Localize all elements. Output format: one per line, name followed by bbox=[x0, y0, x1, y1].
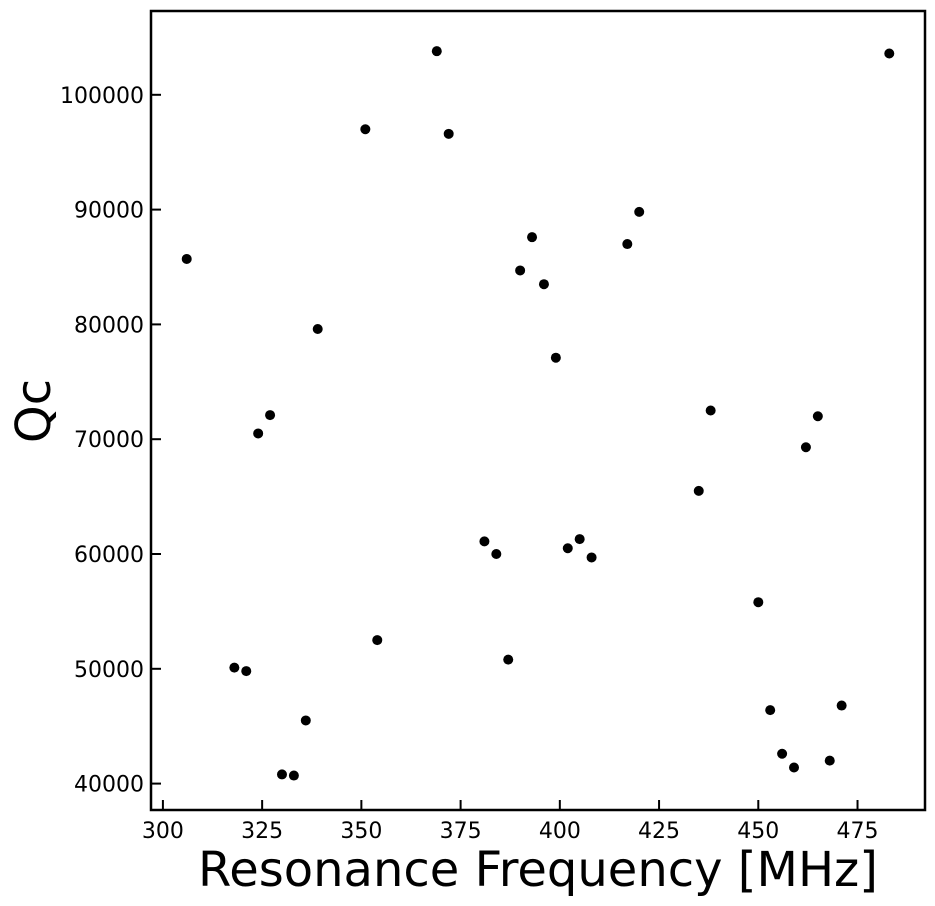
data-point bbox=[360, 124, 371, 135]
data-point bbox=[241, 666, 252, 677]
data-point bbox=[884, 48, 895, 59]
data-point bbox=[824, 755, 835, 766]
data-point bbox=[836, 700, 847, 711]
data-point bbox=[705, 405, 716, 416]
y-axis-ticks: 40000 50000 60000 70000 80000 90000 100000 bbox=[60, 84, 161, 798]
data-point bbox=[800, 442, 811, 453]
y-tick-label: 40000 bbox=[74, 773, 144, 798]
data-point bbox=[515, 265, 526, 276]
data-point bbox=[527, 232, 538, 243]
y-tick-label: 80000 bbox=[74, 313, 144, 338]
x-axis-ticks: 300 325 350 375 400 425 450 475 bbox=[142, 800, 879, 844]
y-tick-label: 60000 bbox=[74, 543, 144, 568]
data-point bbox=[229, 662, 240, 673]
data-point bbox=[538, 279, 549, 290]
data-point bbox=[574, 534, 585, 545]
y-tick-label: 100000 bbox=[60, 84, 144, 109]
x-tick-label: 400 bbox=[539, 819, 581, 844]
data-point bbox=[253, 428, 264, 439]
data-point bbox=[288, 770, 299, 781]
data-point bbox=[503, 654, 514, 665]
data-point bbox=[276, 769, 287, 780]
y-tick-label: 70000 bbox=[74, 428, 144, 453]
x-tick-label: 350 bbox=[340, 819, 382, 844]
y-axis-label: Qc bbox=[6, 379, 62, 443]
data-point bbox=[181, 253, 192, 264]
data-point bbox=[789, 762, 800, 773]
data-point bbox=[693, 485, 704, 496]
plot-frame bbox=[149, 9, 927, 812]
data-point bbox=[586, 552, 597, 563]
x-tick-label: 425 bbox=[638, 819, 680, 844]
x-tick-label: 450 bbox=[737, 819, 779, 844]
x-tick-label: 325 bbox=[241, 819, 283, 844]
x-tick-label: 475 bbox=[837, 819, 879, 844]
y-tick-label: 90000 bbox=[74, 199, 144, 224]
data-points bbox=[181, 46, 895, 781]
y-tick-label: 50000 bbox=[74, 658, 144, 683]
data-point bbox=[265, 410, 276, 421]
data-point bbox=[765, 705, 776, 716]
x-tick-label: 300 bbox=[142, 819, 184, 844]
data-point bbox=[443, 128, 454, 139]
data-point bbox=[491, 548, 502, 559]
data-point bbox=[550, 352, 561, 363]
data-point bbox=[777, 748, 788, 759]
data-point bbox=[479, 536, 490, 547]
data-point bbox=[372, 635, 383, 646]
data-point bbox=[622, 239, 633, 250]
data-point bbox=[312, 323, 323, 334]
plot-area: 300 325 350 375 400 425 450 475 40000 50000 60000… bbox=[60, 9, 927, 844]
data-point bbox=[634, 206, 645, 217]
data-point bbox=[431, 46, 442, 57]
data-point bbox=[562, 543, 573, 554]
x-tick-label: 375 bbox=[440, 819, 482, 844]
data-point bbox=[753, 597, 764, 608]
data-point bbox=[812, 411, 823, 422]
data-point bbox=[300, 715, 311, 726]
x-axis-label: Resonance Frequency [MHz] bbox=[198, 842, 878, 898]
